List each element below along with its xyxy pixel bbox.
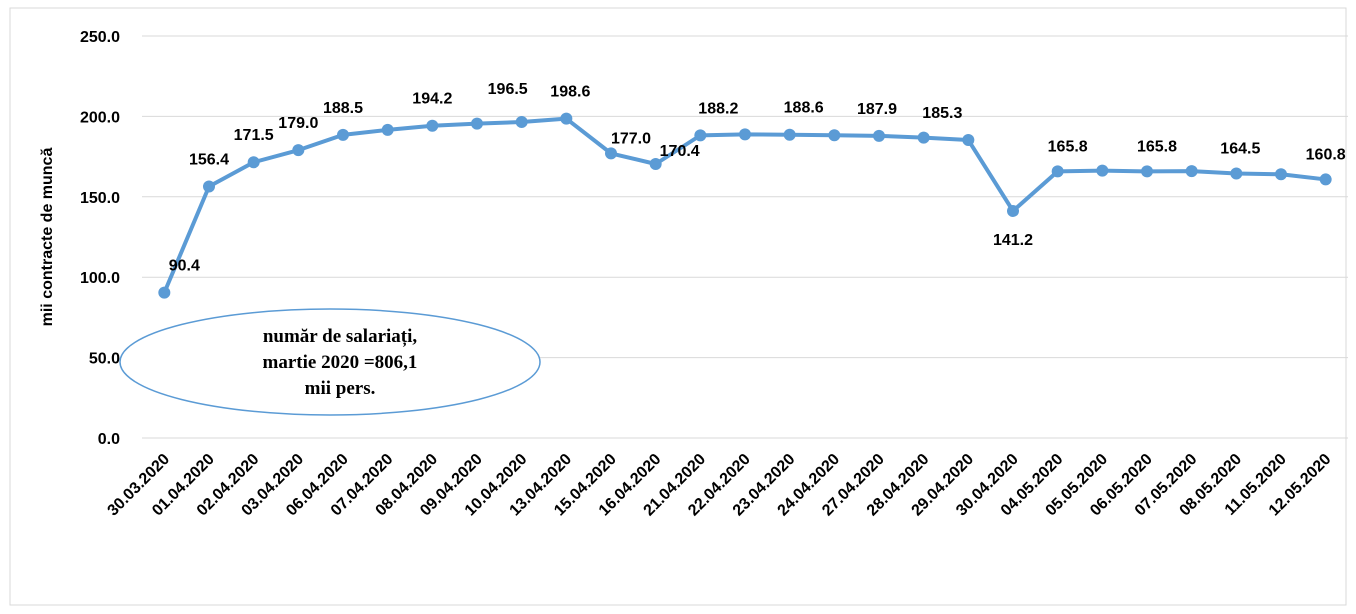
y-tick-label: 150.0 xyxy=(80,190,120,207)
data-label: 90.4 xyxy=(169,258,200,275)
data-label: 164.5 xyxy=(1220,140,1260,157)
data-label: 171.5 xyxy=(234,127,274,144)
marker xyxy=(381,123,394,136)
data-label: 177.0 xyxy=(611,130,651,147)
marker xyxy=(1230,167,1243,180)
y-axis-label: mii contracte de muncă xyxy=(39,148,56,327)
chart-border xyxy=(9,7,1347,606)
marker xyxy=(158,286,171,299)
y-tick-label: 0.0 xyxy=(98,431,120,448)
marker xyxy=(828,129,841,142)
marker xyxy=(1185,165,1198,178)
annotation-line: mii pers. xyxy=(305,378,376,399)
marker xyxy=(1007,204,1019,217)
data-label: 165.8 xyxy=(1137,138,1177,155)
data-label: 141.2 xyxy=(993,232,1033,249)
data-label: 188.5 xyxy=(323,100,363,117)
marker xyxy=(1051,165,1064,178)
data-label: 185.3 xyxy=(922,105,962,122)
marker xyxy=(560,112,573,125)
data-label: 156.4 xyxy=(189,152,229,169)
marker xyxy=(1141,165,1153,178)
marker xyxy=(783,128,796,141)
y-tick-label: 200.0 xyxy=(80,109,120,126)
plot xyxy=(158,112,1332,299)
annotation-line: număr de salariați, xyxy=(263,326,418,347)
marker xyxy=(203,180,215,193)
data-label: 188.2 xyxy=(698,100,738,117)
marker xyxy=(337,128,349,141)
marker xyxy=(471,117,483,130)
y-tick-label: 250.0 xyxy=(80,29,120,46)
marker xyxy=(917,131,930,144)
marker xyxy=(873,129,885,142)
marker xyxy=(292,144,305,157)
data-label: 198.6 xyxy=(550,84,590,101)
marker xyxy=(1319,173,1332,186)
marker xyxy=(739,128,751,141)
data-label: 170.4 xyxy=(660,143,700,160)
data-label: 188.6 xyxy=(784,100,824,117)
marker xyxy=(426,119,439,132)
marker xyxy=(694,129,707,142)
annotation-ellipse xyxy=(119,308,541,416)
y-tick-label: 100.0 xyxy=(80,270,120,287)
data-label: 165.8 xyxy=(1048,138,1088,155)
data-label: 160.8 xyxy=(1306,146,1346,163)
marker xyxy=(515,116,528,129)
annotation-line: martie 2020 =806,1 xyxy=(263,352,418,373)
marker xyxy=(962,134,975,147)
data-label: 196.5 xyxy=(488,81,528,98)
data-label: 179.0 xyxy=(278,115,318,132)
marker xyxy=(1096,164,1109,177)
marker xyxy=(605,147,617,160)
marker xyxy=(247,156,260,169)
data-label: 187.9 xyxy=(857,101,897,118)
marker xyxy=(649,157,662,170)
data-label: 194.2 xyxy=(412,91,452,108)
y-tick-label: 50.0 xyxy=(89,351,120,368)
marker xyxy=(1275,168,1287,181)
